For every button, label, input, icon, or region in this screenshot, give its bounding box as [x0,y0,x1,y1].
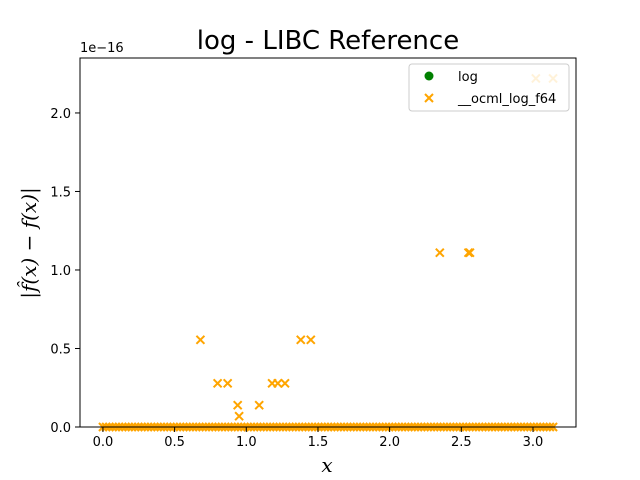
x-tick-label: 1.0 [236,435,257,450]
y-scale-note: 1e−16 [80,41,124,56]
y-axis-label: |f̂(x) − f(x)| [17,187,42,299]
legend: log __ocml_log_f64 [408,63,570,112]
ocml-point [195,335,206,345]
legend-marker-ocml [424,93,434,103]
ocml-point [212,378,223,389]
y-tick-label: 2.0 [50,107,71,122]
x-tick-label: 1.5 [308,435,329,450]
x-tick-label: 0.5 [164,435,185,450]
ocml-point [232,400,243,410]
legend-frame [408,63,570,112]
y-tick-label: 0.5 [50,342,71,357]
plot-area [79,57,577,428]
x-tick-label: 0.0 [93,435,114,450]
x-tick-label: 2.0 [379,435,400,450]
x-axis-label: x [321,453,332,477]
ocml-point [273,378,283,389]
plot-border [79,57,577,428]
y-tick-label: 1.0 [50,264,71,279]
ocml-point [465,247,475,258]
ocml-point [435,247,445,258]
ocml-point [306,335,316,345]
x-axis-ticks: 0.0 0.5 1.0 1.5 2.0 2.5 3.0 [93,427,544,450]
ocml-point [222,378,233,389]
ocml-point [463,247,474,258]
x-tick-label: 2.5 [451,435,472,450]
y-tick-label: 0.0 [50,421,71,436]
legend-label-ocml: __ocml_log_f64 [457,92,556,107]
ocml-point [234,411,244,421]
ocml-point [280,378,290,389]
legend-marker-log [424,71,434,81]
y-axis-ticks: 0.0 0.5 1.0 1.5 2.0 [50,107,80,436]
x-tick-label: 3.0 [523,435,544,450]
chart-title: log - LIBC Reference [197,26,459,56]
legend-label-log: log [458,70,478,85]
ocml-point [254,400,264,410]
y-tick-label: 1.5 [50,185,71,200]
ocml-point [296,335,306,345]
